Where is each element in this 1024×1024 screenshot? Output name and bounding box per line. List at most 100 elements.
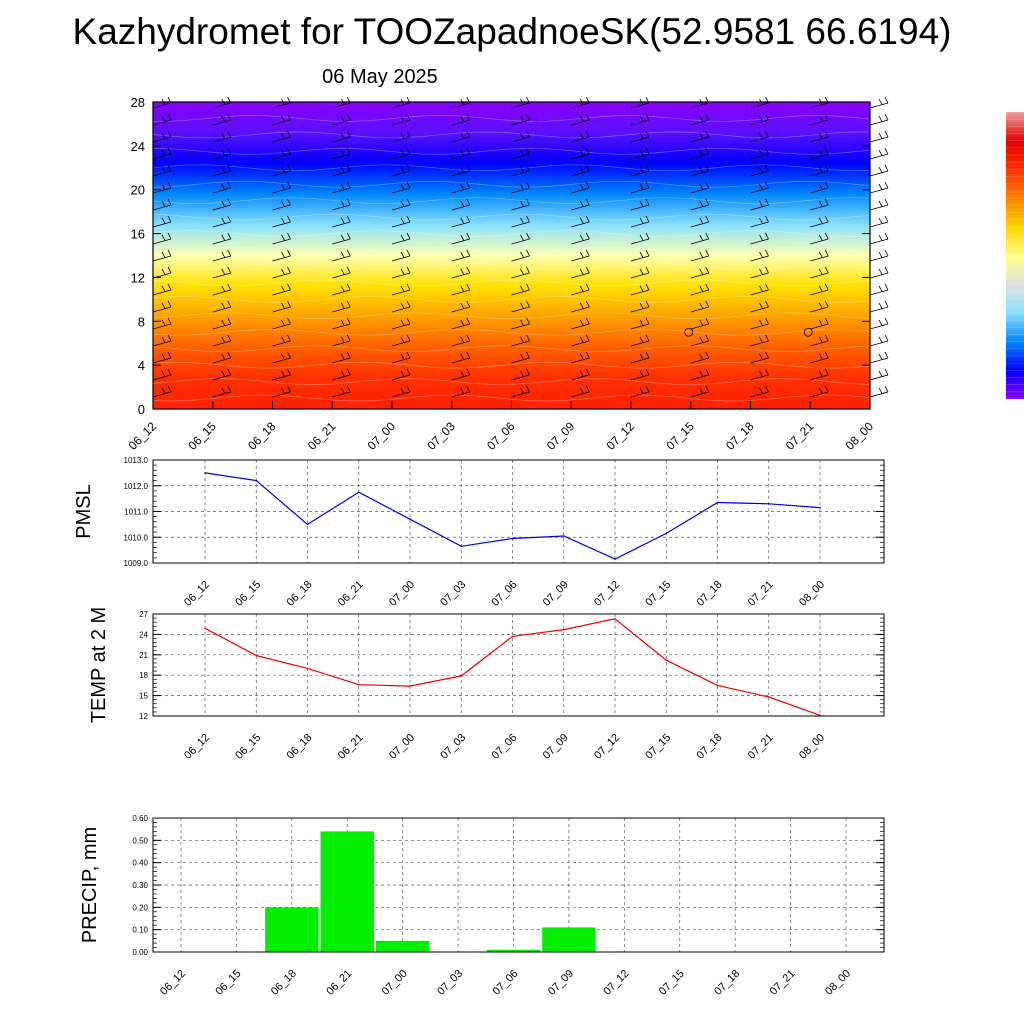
wind-barb xyxy=(511,113,530,126)
wind-barb xyxy=(511,368,530,381)
wind-barb xyxy=(571,215,590,228)
wind-barb xyxy=(571,334,590,347)
x-tick-label: 07_03 xyxy=(438,732,468,762)
wind-barb xyxy=(272,283,291,296)
x-tick-label: 07_21 xyxy=(768,968,798,998)
wind-barb xyxy=(332,334,351,347)
wind-barb xyxy=(451,300,471,313)
wind-barb xyxy=(451,334,471,347)
wind-barb xyxy=(511,249,530,262)
wind-barb xyxy=(750,147,769,160)
y-tick-label: 0.50 xyxy=(132,836,148,845)
wind-barb xyxy=(391,215,411,228)
precip-bar xyxy=(265,907,319,952)
wind-barb xyxy=(272,113,291,126)
wind-barb xyxy=(869,249,889,262)
wind-barb xyxy=(810,368,829,381)
wind-barb xyxy=(451,181,471,194)
y-tick-label: 28 xyxy=(131,95,145,110)
wind-barb xyxy=(810,198,829,211)
temp-point xyxy=(614,617,616,620)
wind-barb xyxy=(630,368,650,381)
x-tick-label: 06_12 xyxy=(182,579,212,609)
wind-barb xyxy=(332,113,351,126)
wind-barb xyxy=(391,334,411,347)
temp-point xyxy=(357,683,360,686)
pmsl-point xyxy=(511,537,514,540)
wind-barb xyxy=(451,232,471,245)
wind-barb xyxy=(869,266,889,279)
y-tick-label: 8 xyxy=(138,314,145,329)
wind-barb xyxy=(571,317,590,330)
wind-barb xyxy=(272,215,291,228)
wind-barb xyxy=(511,334,530,347)
x-tick-label: 08_00 xyxy=(843,419,877,453)
wind-barb xyxy=(511,266,530,279)
y-tick-label: 0.40 xyxy=(132,859,148,868)
wind-barb xyxy=(630,317,650,330)
wind-barb xyxy=(391,130,411,143)
wind-barb xyxy=(869,130,889,143)
wind-barb xyxy=(690,181,710,194)
x-tick-label: 07_15 xyxy=(643,732,673,762)
wind-barb xyxy=(690,283,710,296)
wind-barb xyxy=(212,300,232,313)
wind-barb xyxy=(152,113,172,126)
wind-barb xyxy=(810,232,829,245)
wind-barb xyxy=(690,215,710,228)
x-tick-label: 07_03 xyxy=(424,419,458,453)
wind-barb xyxy=(212,266,232,279)
wind-barb xyxy=(451,113,471,126)
x-tick-label: 07_06 xyxy=(490,579,520,609)
pmsl-point xyxy=(409,518,411,521)
wind-barb xyxy=(869,181,889,194)
wind-barb xyxy=(750,198,769,211)
wind-barb xyxy=(571,300,590,313)
x-tick-label: 08_00 xyxy=(823,968,853,998)
wind-barb xyxy=(451,385,471,398)
y-tick-label: 24 xyxy=(139,630,148,639)
temp-point xyxy=(767,696,770,698)
wind-barb xyxy=(212,181,232,194)
wind-barb xyxy=(272,300,291,313)
wind-barb xyxy=(750,181,769,194)
y-tick-label: 0.60 xyxy=(132,814,148,823)
x-tick-label: 06_15 xyxy=(185,419,219,453)
wind-barb xyxy=(511,198,530,211)
wind-barb xyxy=(511,283,530,296)
x-tick-label: 06_15 xyxy=(213,968,243,998)
wind-barb xyxy=(152,215,172,228)
wind-barb xyxy=(571,266,590,279)
x-tick-label: 06_18 xyxy=(269,968,299,998)
wind-barb xyxy=(630,198,650,211)
wind-barb xyxy=(511,351,530,364)
temp-point xyxy=(409,685,411,687)
wind-barb xyxy=(332,198,351,211)
wind-barbs xyxy=(152,96,889,398)
colorbar xyxy=(1006,112,1024,399)
wind-barb xyxy=(152,181,172,194)
wind-barb xyxy=(869,334,889,347)
wind-barb xyxy=(332,164,351,177)
temp-point xyxy=(562,628,565,631)
precip-bar xyxy=(320,831,374,952)
wind-barb xyxy=(630,130,650,143)
wind-barb xyxy=(391,147,411,160)
pmsl-point xyxy=(562,535,565,537)
x-tick-label: 06_12 xyxy=(158,968,188,998)
x-tick-label: 07_18 xyxy=(712,968,742,998)
wind-barb xyxy=(152,334,172,347)
wind-barb xyxy=(391,113,411,126)
wind-barb xyxy=(451,317,471,330)
y-tick-label: 0.30 xyxy=(132,881,148,890)
wind-barb xyxy=(272,147,291,160)
wind-barb xyxy=(630,351,650,364)
wind-barb xyxy=(750,164,769,177)
y-tick-label: 1010.0 xyxy=(124,533,149,542)
precip-y-axis-label: PRECIP, mm xyxy=(79,827,101,943)
y-tick-label: 16 xyxy=(131,227,145,242)
wind-barb xyxy=(630,249,650,262)
wind-barb xyxy=(571,249,590,262)
wind-barb xyxy=(810,249,829,262)
wind-barb xyxy=(810,334,829,347)
